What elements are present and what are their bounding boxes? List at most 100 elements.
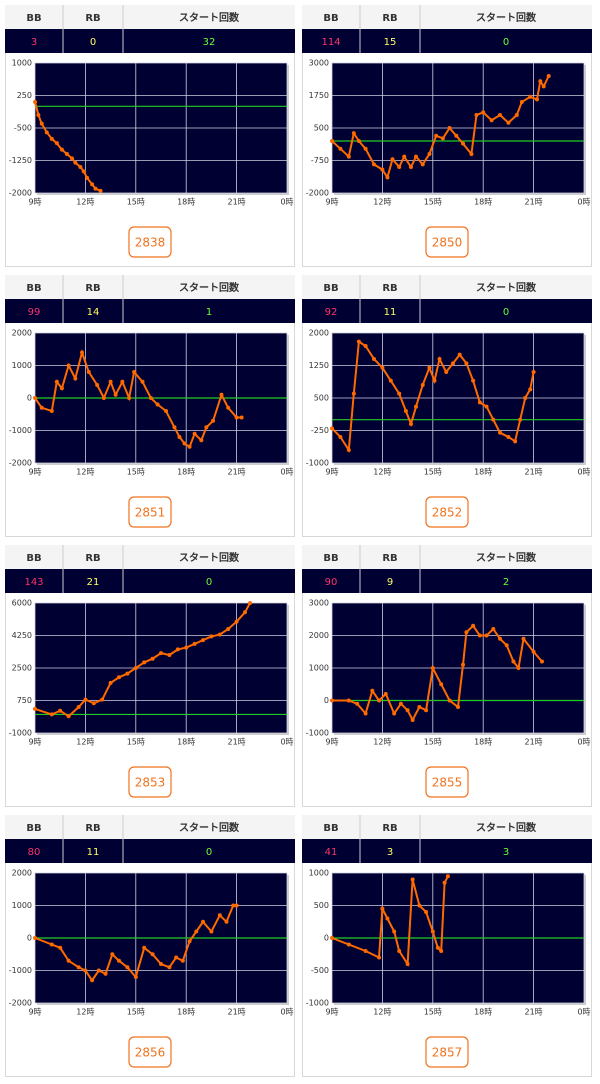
data-point <box>346 448 351 452</box>
column-header: RB <box>85 553 100 564</box>
y-tick-label: -1250 <box>9 156 32 165</box>
machine-button[interactable] <box>128 496 172 528</box>
column-header: BB <box>26 823 41 834</box>
data-point <box>234 903 239 908</box>
data-point <box>33 396 37 400</box>
y-tick-label: 1000 <box>309 869 329 878</box>
machine-number[interactable]: 2853 <box>135 776 166 790</box>
machine-number[interactable]: 2851 <box>135 506 166 520</box>
data-point <box>224 919 229 924</box>
data-point <box>430 929 435 934</box>
data-point <box>83 968 88 973</box>
column-header: スタート回数 <box>179 551 240 564</box>
data-point <box>471 623 476 628</box>
x-tick-label: 12時 <box>76 1008 94 1017</box>
column-value: 21 <box>87 577 100 588</box>
column-value: 9 <box>387 577 393 588</box>
column-header: BB <box>26 283 41 294</box>
x-tick-label: 12時 <box>76 198 94 207</box>
data-point <box>239 415 244 420</box>
machine-number[interactable]: 2857 <box>432 1046 463 1060</box>
data-point <box>219 392 224 397</box>
data-point <box>397 949 402 953</box>
machine-button[interactable] <box>425 226 469 258</box>
data-point <box>93 186 98 191</box>
x-tick-label: 15時 <box>424 1008 442 1017</box>
y-tick-label: 0 <box>27 934 32 943</box>
x-tick-label: 21時 <box>525 468 543 477</box>
machine-button[interactable] <box>128 226 172 258</box>
data-point <box>117 675 121 680</box>
data-point <box>211 418 216 423</box>
column-value: 1 <box>206 307 212 318</box>
data-point <box>514 113 519 117</box>
data-point <box>140 379 145 384</box>
data-point <box>427 365 432 370</box>
data-point <box>117 958 121 963</box>
data-point <box>457 352 462 357</box>
data-point <box>432 378 437 383</box>
column-value: 11 <box>87 847 100 858</box>
data-point <box>461 141 466 146</box>
column-header: BB <box>26 13 41 24</box>
y-tick-label: 6000 <box>12 599 32 608</box>
column-header: スタート回数 <box>476 281 537 294</box>
machine-button[interactable] <box>128 766 172 798</box>
data-point <box>33 100 37 104</box>
data-point <box>78 165 83 169</box>
data-point <box>513 439 518 444</box>
data-point <box>172 425 177 430</box>
data-point <box>506 435 511 439</box>
x-tick-label: 9時 <box>325 1008 338 1017</box>
machine-number[interactable]: 2838 <box>135 236 166 250</box>
y-tick-label: 2000 <box>309 631 329 640</box>
column-header: BB <box>323 13 338 24</box>
machine-number[interactable]: 2856 <box>135 1046 166 1060</box>
data-point <box>217 913 222 918</box>
column-value: 90 <box>325 577 338 588</box>
machine-number[interactable]: 2850 <box>432 236 463 250</box>
x-tick-label: 9時 <box>325 468 338 477</box>
x-tick-label: 15時 <box>424 738 442 747</box>
column-header: BB <box>323 553 338 564</box>
y-tick-label: 2000 <box>12 329 32 338</box>
data-point <box>456 705 460 709</box>
machine-button[interactable] <box>425 1036 469 1068</box>
data-point <box>234 415 239 420</box>
y-tick-label: 500 <box>314 124 329 133</box>
data-point <box>36 113 41 117</box>
data-point <box>150 656 155 661</box>
y-tick-label: 1000 <box>12 901 32 910</box>
y-tick-label: -250 <box>311 426 329 435</box>
machine-button[interactable] <box>425 496 469 528</box>
data-point <box>182 441 187 446</box>
data-point <box>408 165 413 169</box>
data-point <box>180 958 185 963</box>
data-point <box>414 404 418 409</box>
data-point <box>417 903 422 908</box>
column-header: スタート回数 <box>179 821 240 834</box>
y-tick-label: 0 <box>324 696 329 705</box>
data-point <box>103 971 108 976</box>
data-point <box>330 139 334 143</box>
panel: BB 3 RB 0 スタート回数 32 -2000 -1250 -500 250 1000 9時 12時… <box>5 5 295 267</box>
data-point <box>430 666 435 670</box>
machine-button[interactable] <box>128 1036 172 1068</box>
column-header: RB <box>382 553 397 564</box>
column-value: 11 <box>384 307 397 318</box>
data-point <box>187 444 192 449</box>
x-tick-label: 21時 <box>525 738 543 747</box>
machine-number[interactable]: 2855 <box>432 776 463 790</box>
data-point <box>133 975 138 979</box>
data-point <box>39 121 44 126</box>
column-value: 0 <box>206 847 212 858</box>
data-point <box>461 662 466 667</box>
machine-button[interactable] <box>425 766 469 798</box>
column-header: スタート回数 <box>476 551 537 564</box>
data-point <box>164 409 169 413</box>
y-tick-label: -2000 <box>9 189 32 198</box>
x-tick-label: 21時 <box>228 198 246 207</box>
machine-number[interactable]: 2852 <box>432 506 463 520</box>
data-point <box>66 363 71 368</box>
